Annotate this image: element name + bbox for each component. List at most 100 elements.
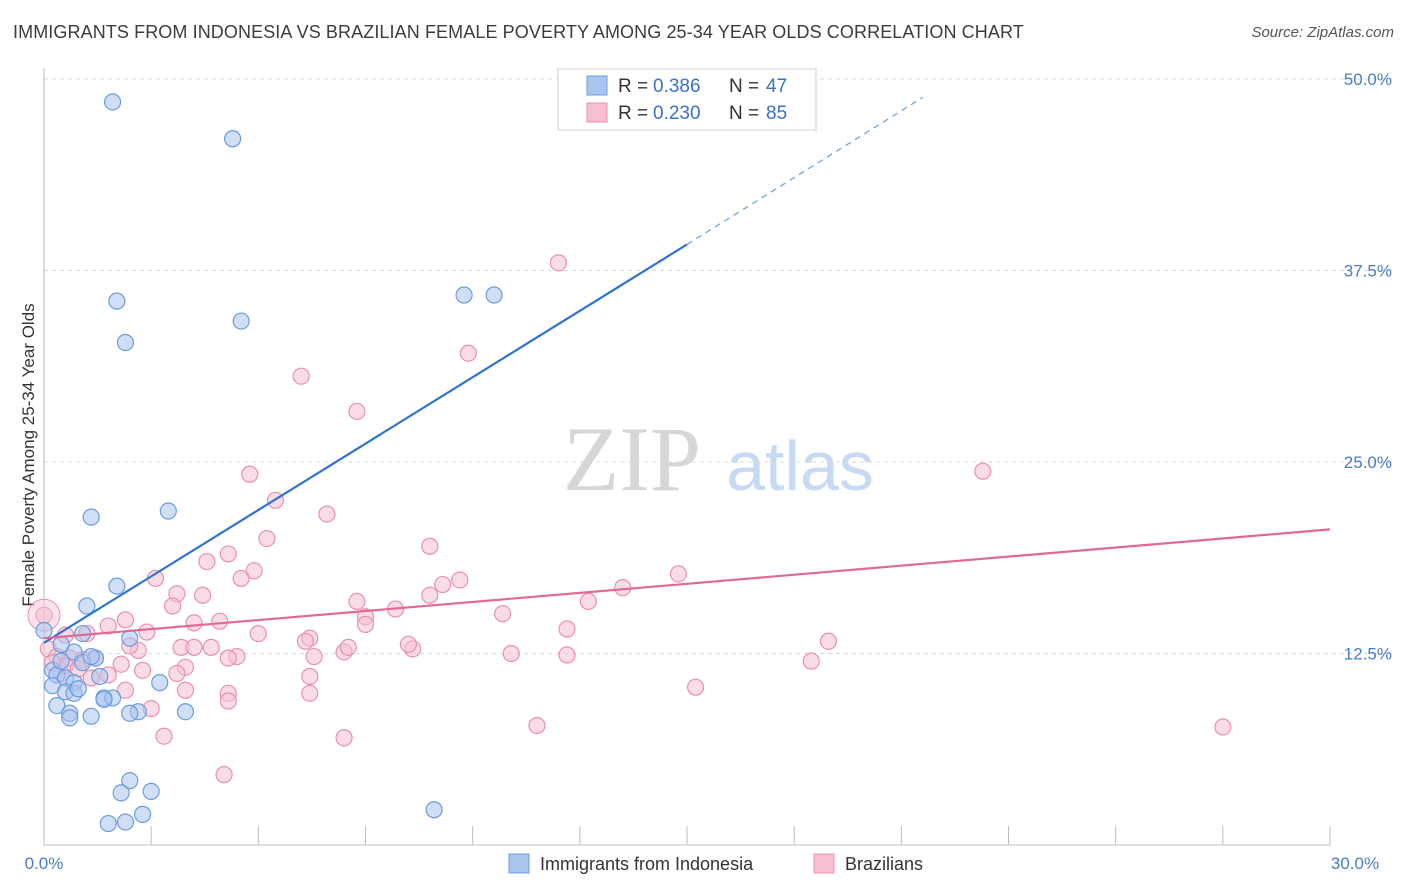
brazilians-point [211, 612, 229, 630]
brazilians-point [558, 620, 576, 638]
brazilians-point [219, 545, 237, 563]
brazilians-point [219, 692, 237, 710]
indonesia-point [176, 703, 195, 721]
indonesia-point [142, 782, 160, 800]
brazilians-point [194, 586, 212, 604]
indonesia-point [121, 704, 139, 722]
y-tick-label: 12.5% [1344, 645, 1392, 664]
indonesia-point [61, 709, 79, 727]
legend-n-value-2: 85 [766, 103, 787, 124]
brazilians-point [451, 571, 469, 589]
brazilians-point [669, 565, 688, 583]
brazilians-point [974, 462, 992, 480]
legend-n-label-1: N = [729, 76, 759, 97]
brazilians-point [802, 652, 820, 670]
brazilians-point [241, 465, 259, 483]
brazilians-point [421, 537, 439, 555]
indonesia-point [232, 312, 250, 330]
indonesia-point [455, 286, 473, 304]
brazilians-point [133, 661, 152, 679]
indonesia-point [112, 784, 130, 802]
brazilians-point [528, 716, 546, 735]
legend-r-label-2: R = [618, 103, 648, 124]
brazilians-point [502, 644, 520, 663]
bottom-legend-label-brazilians: Brazilians [845, 854, 923, 874]
indonesia-point [116, 813, 135, 831]
legend-pink-swatch [586, 102, 608, 123]
legend-r-value-1: 0.386 [653, 76, 701, 97]
y-tick-label: 50.0% [1344, 70, 1392, 89]
brazilians-point [155, 727, 173, 745]
legend-blue-swatch [586, 75, 608, 96]
indonesia-point [485, 286, 503, 304]
brazilians-point [301, 684, 319, 702]
brazilians-point [399, 635, 417, 653]
brazilians-point [99, 617, 117, 635]
brazilians-point [614, 579, 632, 597]
brazilians-point [215, 765, 233, 784]
bottom-legend-pink-swatch [813, 853, 835, 874]
watermark-atlas: atlas [726, 427, 874, 505]
brazilians-point [245, 562, 263, 580]
brazilians-point [232, 569, 250, 588]
x-ticks [43, 826, 1331, 845]
watermark-zip: ZIP [563, 408, 701, 510]
indonesia-point [159, 502, 177, 520]
series-legend: Immigrants from Indonesia Brazilians [508, 853, 923, 874]
brazilians-point [686, 678, 705, 696]
indonesia-point [69, 680, 87, 698]
brazilians-point [339, 638, 357, 656]
brazilians-point [819, 632, 838, 650]
indonesia-points [35, 93, 503, 833]
brazilians-point [301, 667, 319, 686]
brazilians-point [356, 615, 375, 633]
brazilians-point [296, 632, 315, 650]
brazilians-point [1214, 718, 1232, 736]
legend-n-label-2: N = [729, 103, 759, 124]
bottom-legend-blue-swatch [508, 853, 530, 874]
y-tick-label: 25.0% [1344, 453, 1392, 472]
indonesia-point [121, 629, 139, 647]
indonesia-point [91, 667, 109, 686]
indonesia-trend-extension [686, 96, 924, 245]
brazilians-point [249, 624, 267, 643]
brazilians-point [348, 592, 366, 611]
brazilians-point [348, 402, 366, 421]
indonesia-point [224, 130, 242, 148]
indonesia-point [116, 333, 135, 352]
brazilians-point [494, 605, 512, 623]
indonesia-point [82, 647, 100, 666]
brazilians-point [558, 646, 576, 664]
brazilians-point [258, 529, 276, 548]
brazilians-point [335, 729, 353, 747]
bottom-legend-label-indonesia: Immigrants from Indonesia [540, 854, 754, 874]
chart-title: IMMIGRANTS FROM INDONESIA VS BRAZILIAN F… [13, 22, 1024, 42]
indonesia-point [78, 597, 96, 615]
indonesia-point [108, 577, 126, 595]
brazilians-point [138, 623, 156, 641]
x-tick-label-min: 0.0% [25, 854, 64, 873]
indonesia-point [35, 621, 53, 640]
correlation-legend: R = 0.386 N = 47 R = 0.230 N = 85 [557, 68, 817, 131]
brazilians-point [164, 597, 182, 615]
indonesia-point [108, 292, 126, 310]
indonesia-point [48, 696, 66, 715]
indonesia-point [425, 801, 443, 819]
indonesia-point [133, 805, 152, 823]
indonesia-point [95, 690, 113, 709]
source-label: Source: ZipAtlas.com [1251, 24, 1394, 41]
brazilians-point [202, 638, 220, 656]
brazilians-point [116, 611, 135, 629]
brazilians-point [318, 505, 336, 523]
brazilians-point [219, 649, 237, 667]
brazilians-trend-line [43, 528, 1331, 640]
brazilians-point [168, 664, 186, 683]
indonesia-point [52, 635, 70, 653]
indonesia-trend-line [43, 243, 688, 644]
brazilians-point [185, 614, 203, 632]
brazilians-points [27, 254, 1232, 784]
indonesia-point [151, 674, 169, 692]
brazilians-point [434, 575, 452, 594]
brazilians-point [116, 681, 135, 699]
